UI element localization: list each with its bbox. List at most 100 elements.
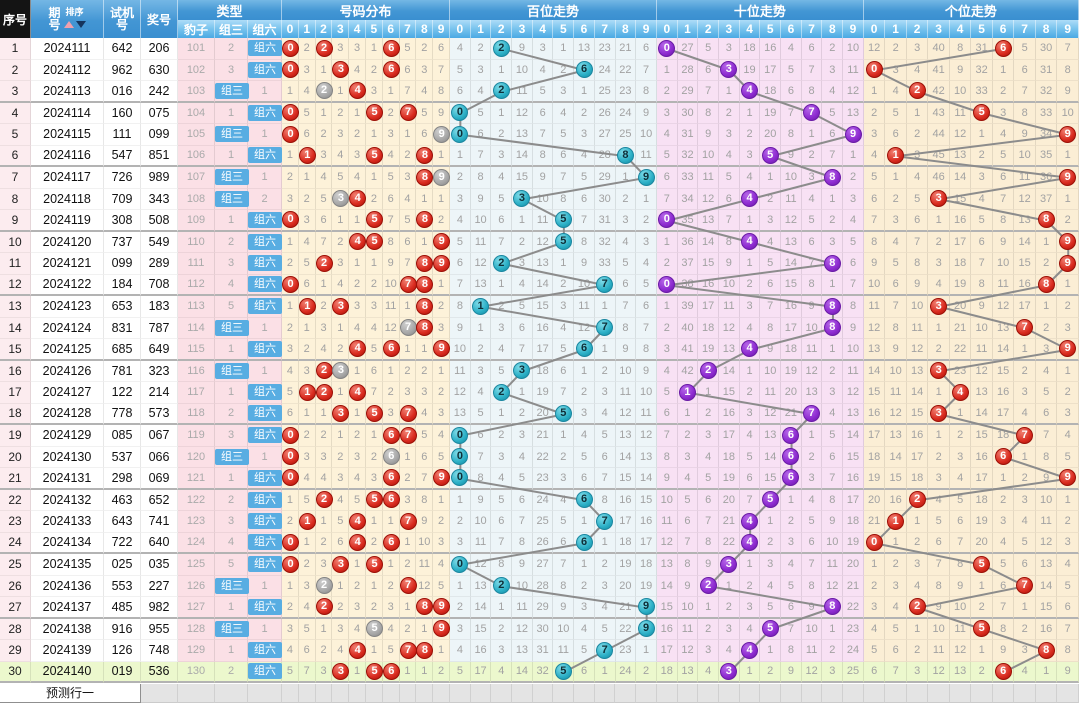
bai-cell: 7 [470, 145, 492, 167]
bai-cell: 24 [532, 489, 554, 511]
sort-desc-icon[interactable] [75, 20, 86, 28]
bai-cell: 3 [532, 38, 554, 60]
ge-cell: 6 [885, 640, 907, 662]
ge-cell: 4 [885, 597, 907, 619]
shi-cell: 18 [656, 661, 678, 683]
dist-cell: 8 [416, 296, 434, 318]
shi-cell: 2 [719, 597, 740, 619]
shi-cell: 3 [843, 188, 864, 210]
dist-cell: 3 [332, 124, 350, 146]
dist-cell: 2 [366, 446, 383, 468]
bai-cell: 31 [594, 210, 616, 232]
shi-cell: 2 [698, 618, 720, 640]
shi-cell: 3 [760, 210, 782, 232]
dist-cell: 2 [366, 59, 383, 81]
bai-cell: 9 [512, 38, 533, 60]
sort-asc-icon[interactable] [63, 20, 74, 28]
ge-cell: 3 [885, 210, 907, 232]
bai-cell: 15 [636, 489, 657, 511]
dist-cell: 3 [349, 446, 366, 468]
sort-control[interactable]: 排序 [63, 7, 86, 31]
ball-dist: 0 [282, 61, 300, 79]
bai-cell: 1 [594, 296, 616, 318]
bai-cell: 3 [594, 575, 616, 597]
bai-cell: 3 [491, 317, 513, 339]
shi-cell: 8 [698, 102, 720, 124]
ge-cell: 2 [971, 661, 993, 683]
shi-cell: 22 [843, 597, 864, 619]
period-cell: 2024128 [31, 403, 104, 425]
zu3-cell: 组三 [215, 167, 249, 189]
ge-cell: 5 [885, 618, 907, 640]
table-body: 1 2024111 642 206 101 2 组六 0 2 2 3 3 1 6 5 2 6 4 2 2 9 3 1 13 23… [0, 38, 1079, 683]
bai-cell: 4 [512, 446, 533, 468]
bottom-empty-cell [843, 684, 864, 703]
bai-cell: 5 [512, 468, 533, 490]
col-header-period[interactable]: 期号排序 [31, 0, 104, 38]
dist-cell: 7 [399, 575, 417, 597]
zu3-cell: 组三 [215, 575, 249, 597]
bai-cell: 0 [450, 554, 471, 576]
dist-cell: 11 [416, 554, 434, 576]
dist-cell: 8 [416, 253, 434, 275]
bai-cell: 1 [491, 102, 513, 124]
shi-cell: 1 [739, 102, 761, 124]
ge-cell: 13 [906, 360, 929, 382]
bai-cell: 4 [512, 274, 533, 296]
ge-cell: 16 [971, 446, 993, 468]
ge-cell: 13 [992, 317, 1015, 339]
bai-cell: 3 [574, 403, 595, 425]
ge-cell: 3 [1057, 317, 1079, 339]
bai-cell: 5 [491, 188, 513, 210]
ball-dist: 7 [399, 404, 417, 422]
ge-cell: 8 [971, 274, 993, 296]
ge-cell: 10 [971, 317, 993, 339]
ball-dist: 4 [349, 512, 367, 530]
bottom-empty-cell [677, 684, 699, 703]
ge-cell: 2 [1057, 511, 1079, 533]
bai-cell: 5 [470, 403, 492, 425]
bai-cell: 2 [491, 575, 513, 597]
bai-cell: 10 [574, 274, 595, 296]
bottom-empty-cell [656, 684, 678, 703]
baozi-cell: 110 [178, 231, 215, 253]
bai-cell: 2 [450, 167, 471, 189]
gray-ball: 5 [366, 620, 383, 638]
digit-header: 2 [316, 20, 333, 38]
sub-header-zu3: 组三 [215, 20, 248, 38]
dist-cell: 7 [399, 640, 417, 662]
ge-cell: 37 [1035, 188, 1058, 210]
ge-cell: 10 [949, 81, 972, 103]
dist-cell: 2 [433, 296, 451, 318]
digit-header: 5 [553, 20, 575, 38]
dist-cell: 5 [332, 511, 350, 533]
shi-cell: 25 [843, 661, 864, 683]
shi-cell: 7 [760, 296, 782, 318]
dist-cell: 2 [399, 468, 417, 490]
ge-cell: 7 [1035, 425, 1058, 447]
ge-cell: 2 [992, 489, 1015, 511]
zu3-cell: 1 [215, 102, 248, 124]
shi-cell: 8 [822, 296, 844, 318]
shi-cell: 4 [760, 231, 782, 253]
bai-cell: 4 [553, 489, 575, 511]
ge-cell: 30 [1035, 38, 1058, 60]
ge-cell: 5 [906, 188, 929, 210]
dist-cell: 3 [282, 339, 299, 361]
dist-cell: 1 [315, 274, 333, 296]
shi-cell: 4 [739, 618, 761, 640]
ge-cell: 7 [1014, 575, 1036, 597]
ge-cell: 8 [1057, 59, 1079, 81]
ge-cell: 6 [1035, 403, 1058, 425]
period-cell: 2024127 [31, 382, 104, 404]
ge-cell: 12 [1035, 532, 1058, 554]
ball-shi: 0 [658, 39, 676, 57]
zu3-cell: 组三 [215, 317, 249, 339]
ge-cell: 7 [1014, 81, 1036, 103]
dist-cell: 1 [382, 360, 400, 382]
dist-cell: 1 [382, 554, 400, 576]
bai-cell: 32 [532, 661, 554, 683]
bai-cell: 22 [615, 59, 637, 81]
bai-cell: 12 [450, 382, 471, 404]
table-row: 16 2024126 781 323 116 组三 1 4 3 2 3 1 6 1 2 2 1 11 3 5 3 18 6 1… [0, 360, 1079, 382]
